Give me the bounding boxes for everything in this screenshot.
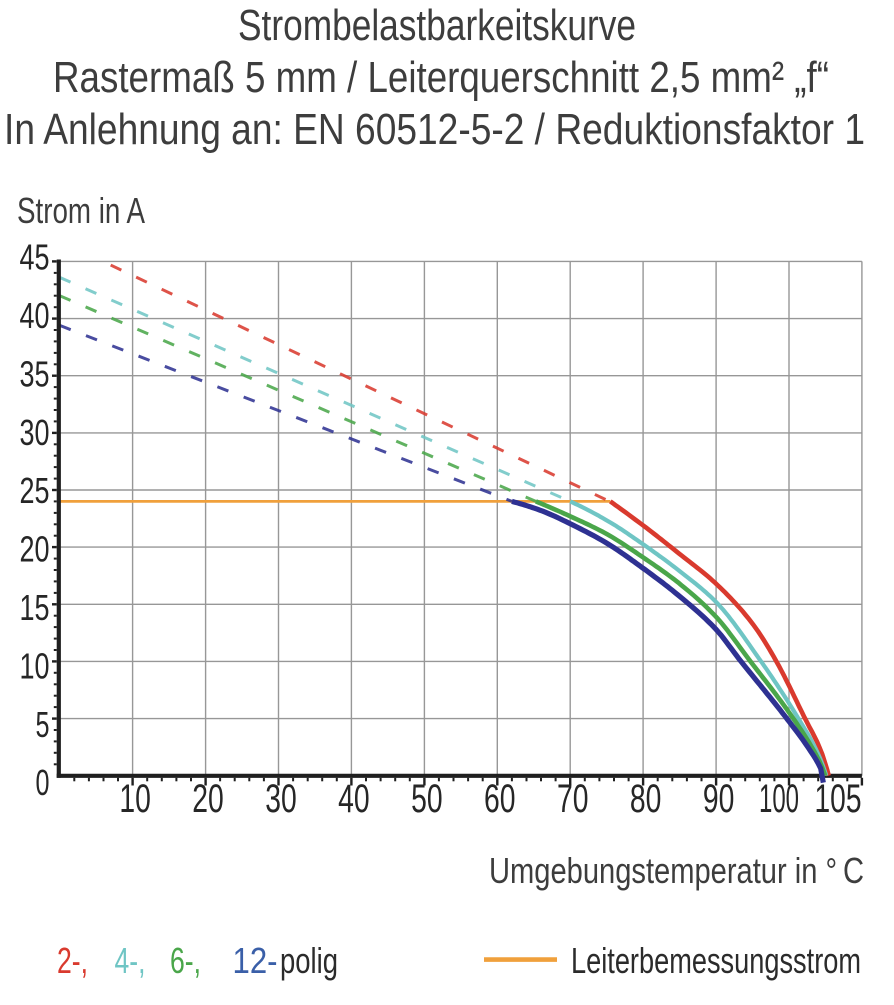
svg-text:25: 25 (20, 470, 50, 511)
svg-text:Leiterbemessungsstrom: Leiterbemessungsstrom (571, 940, 861, 981)
svg-text:2-,: 2-, (57, 940, 88, 981)
svg-text:20: 20 (20, 529, 50, 570)
svg-text:Rastermaß 5 mm / Leiterquersch: Rastermaß 5 mm / Leiterquerschnitt 2,5 m… (53, 53, 829, 102)
svg-text:100: 100 (759, 777, 799, 821)
svg-text:Strombelastbarkeitskurve: Strombelastbarkeitskurve (238, 1, 636, 50)
svg-text:90: 90 (703, 777, 735, 821)
svg-text:15: 15 (20, 587, 50, 628)
svg-text:10: 10 (119, 777, 151, 821)
svg-text:6-,: 6-, (170, 940, 201, 981)
svg-text:10: 10 (20, 645, 50, 686)
svg-text:0: 0 (36, 762, 50, 803)
svg-text:4-,: 4-, (115, 940, 146, 981)
svg-text:30: 30 (265, 777, 297, 821)
svg-text:45: 45 (20, 237, 50, 278)
svg-text:In Anlehnung an: EN 60512-5-2: In Anlehnung an: EN 60512-5-2 / Reduktio… (4, 105, 865, 154)
svg-text:40: 40 (338, 777, 370, 821)
svg-text:12-: 12- (233, 940, 278, 981)
svg-text:30: 30 (20, 412, 50, 453)
svg-text:105: 105 (815, 777, 862, 821)
svg-text:Umgebungstemperatur in ° C: Umgebungstemperatur in ° C (489, 850, 864, 891)
svg-text:20: 20 (192, 777, 224, 821)
svg-text:50: 50 (411, 777, 443, 821)
svg-text:60: 60 (484, 777, 516, 821)
svg-text:80: 80 (630, 777, 662, 821)
svg-text:35: 35 (20, 353, 50, 394)
svg-text:Strom in A: Strom in A (17, 190, 145, 231)
svg-text:5: 5 (36, 704, 50, 745)
svg-text:40: 40 (20, 295, 50, 336)
svg-text:70: 70 (557, 777, 589, 821)
svg-text:polig: polig (280, 940, 338, 981)
